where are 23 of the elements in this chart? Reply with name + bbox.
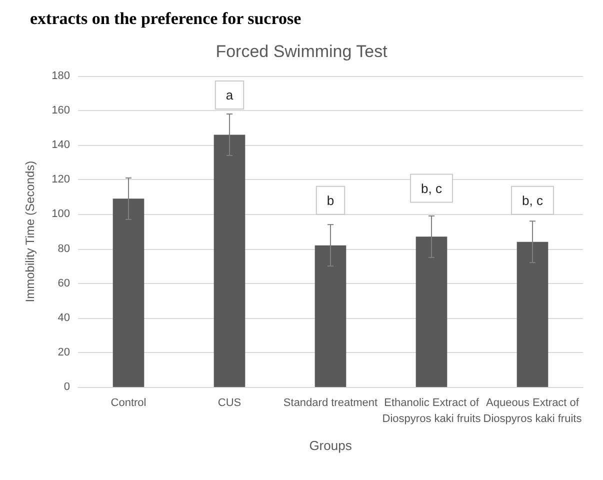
y-axis-title: Immobility Time (Seconds)	[23, 160, 37, 302]
y-tick-label: 80	[58, 242, 70, 255]
annotation: b, c	[522, 192, 544, 208]
y-tick-label: 160	[52, 104, 70, 117]
y-tick-label: 40	[58, 312, 70, 324]
y-tick-label: 140	[52, 139, 70, 152]
x-tick-label: Ethanolic Extract of Diospyros kaki fruits	[382, 397, 482, 425]
chart-title: Forced Swimming Test	[216, 42, 388, 61]
y-tick-label: 120	[52, 174, 70, 186]
y-tick-label: 100	[52, 208, 70, 220]
x-tick-label: CUS	[218, 397, 242, 409]
annotation: b, c	[421, 180, 442, 196]
x-tick-label: Aqueous Extract of Diospyros kaki fruits	[483, 397, 582, 425]
y-tick-label: 0	[64, 381, 70, 393]
y-tick-label: 20	[58, 346, 70, 358]
y-tick-label: 60	[58, 277, 70, 290]
text: extracts on the preference for sucrose	[30, 9, 302, 28]
annotation: b	[326, 192, 334, 208]
y-tick-label: 180	[52, 70, 70, 82]
x-tick-label: Control	[110, 397, 146, 409]
x-tick-label: Standard treatment	[283, 397, 378, 409]
annotation: a	[226, 88, 234, 103]
x-axis-title: Groups	[309, 438, 352, 453]
